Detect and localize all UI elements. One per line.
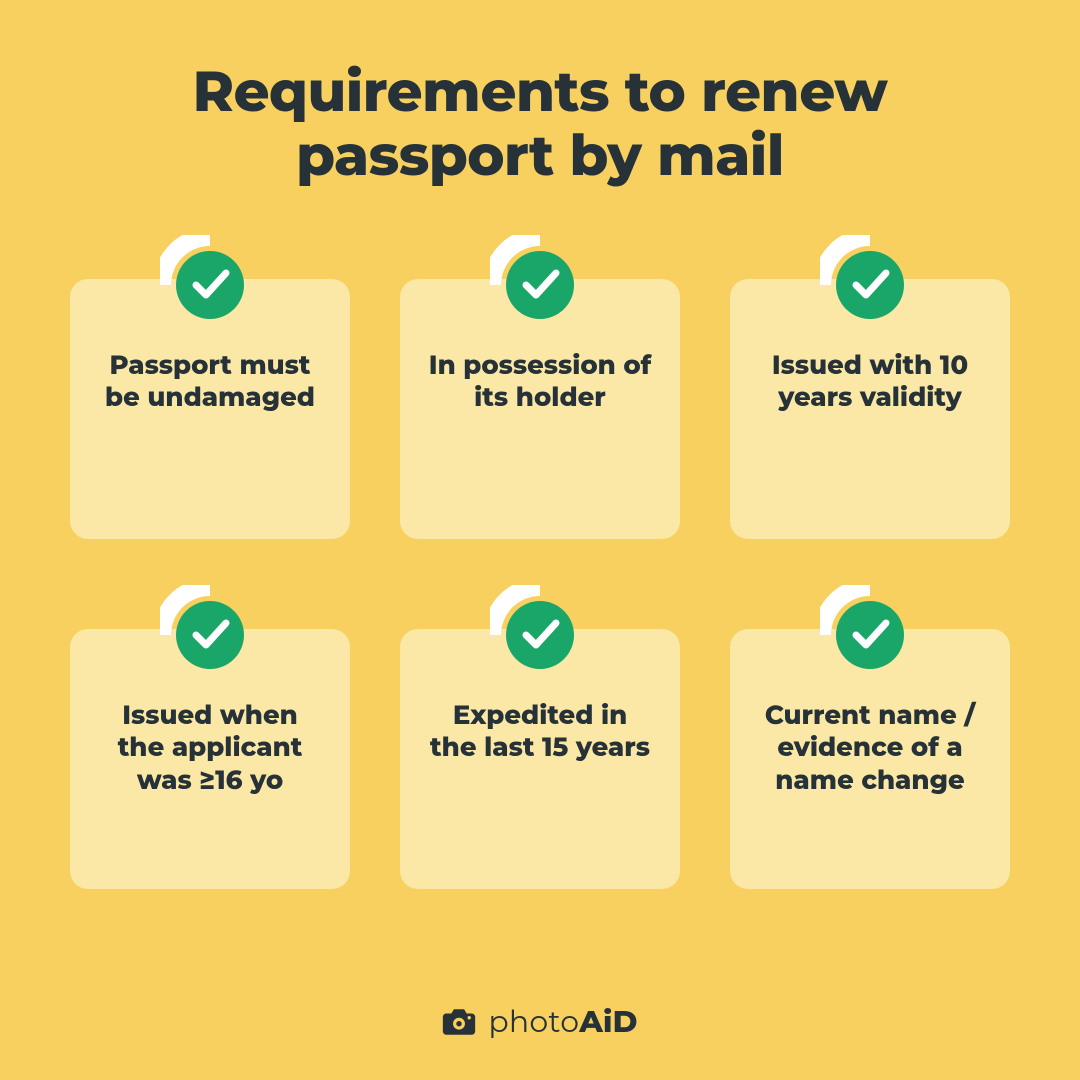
requirement-card: Current name / evidence of a name change [730,629,1010,889]
check-badge [160,585,260,685]
requirement-card: Issued when the applicant was ≥16 yo [70,629,350,889]
check-badge [160,235,260,335]
check-icon [160,585,260,685]
check-badge [820,235,920,335]
check-icon [490,235,590,335]
check-icon [820,235,920,335]
requirement-text: Expedited in the last 15 years [428,699,652,764]
check-icon [820,585,920,685]
brand-footer: photoAiD [70,973,1010,1040]
check-icon [490,585,590,685]
requirement-card: In possession of its holder [400,279,680,539]
check-badge [490,235,590,335]
check-icon [160,235,260,335]
requirements-grid: Passport must be undamaged In possession… [70,239,1010,889]
camera-icon [442,1007,476,1037]
requirement-text: In possession of its holder [428,349,652,414]
requirement-card: Expedited in the last 15 years [400,629,680,889]
requirement-text: Passport must be undamaged [98,349,322,414]
requirement-text: Issued with 10 years validity [758,349,982,414]
check-badge [820,585,920,685]
requirement-card: Issued with 10 years validity [730,279,1010,539]
requirement-card: Passport must be undamaged [70,279,350,539]
brand-name: photoAiD [488,1003,637,1040]
requirement-text: Issued when the applicant was ≥16 yo [98,699,322,797]
page-title: Requirements to renew passport by mail [70,60,1010,189]
requirement-text: Current name / evidence of a name change [758,699,982,797]
check-badge [490,585,590,685]
